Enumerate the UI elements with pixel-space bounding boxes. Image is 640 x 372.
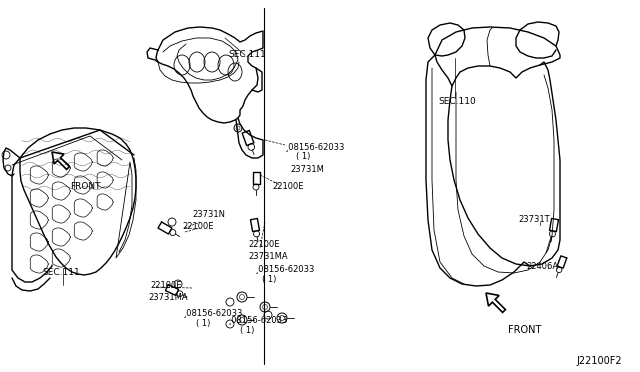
Text: 23731MA: 23731MA bbox=[248, 252, 287, 261]
Text: ( 1): ( 1) bbox=[262, 275, 276, 284]
Text: FRONT: FRONT bbox=[508, 325, 541, 335]
Text: 22406A: 22406A bbox=[526, 262, 558, 271]
Text: 23731T: 23731T bbox=[518, 215, 550, 224]
Text: J22100F2: J22100F2 bbox=[577, 356, 622, 366]
Text: ( 1): ( 1) bbox=[196, 319, 211, 328]
Text: ¸08156-62033: ¸08156-62033 bbox=[255, 264, 316, 273]
Text: ( 1): ( 1) bbox=[296, 152, 310, 161]
Text: ¸08156-62033: ¸08156-62033 bbox=[228, 315, 289, 324]
Text: 22100E: 22100E bbox=[272, 182, 303, 191]
Text: ¸08156-62033: ¸08156-62033 bbox=[285, 142, 346, 151]
Text: SEC.110: SEC.110 bbox=[438, 97, 476, 106]
Text: SEC.111: SEC.111 bbox=[228, 50, 266, 59]
Text: 23731M: 23731M bbox=[290, 165, 324, 174]
Text: 22100E: 22100E bbox=[150, 281, 182, 290]
Text: 23731N: 23731N bbox=[192, 210, 225, 219]
Text: 22100E: 22100E bbox=[182, 222, 214, 231]
Text: 23731MA: 23731MA bbox=[148, 293, 188, 302]
Text: 22100E: 22100E bbox=[248, 240, 280, 249]
Text: ( 1): ( 1) bbox=[240, 326, 254, 335]
Text: FRONT: FRONT bbox=[70, 182, 100, 191]
Text: SEC.111: SEC.111 bbox=[42, 268, 80, 277]
Text: ¸08156-62033: ¸08156-62033 bbox=[183, 308, 243, 317]
